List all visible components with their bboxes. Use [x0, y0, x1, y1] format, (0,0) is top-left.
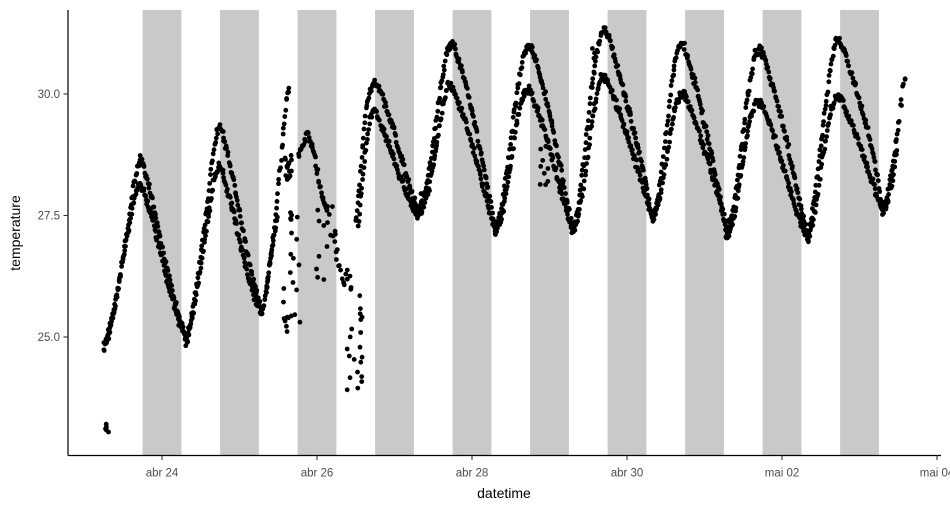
x-tick-label: mai 02 [765, 468, 800, 480]
night-shading-bands [142, 10, 879, 456]
night-band [142, 10, 182, 456]
night-band [452, 10, 492, 456]
x-tick-label: abr 24 [146, 468, 179, 480]
scatter-points [101, 25, 908, 435]
x-axis-title: datetime [477, 485, 531, 501]
x-tick-label: mai 04 [920, 468, 950, 480]
y-tick-label: 27.5 [38, 211, 60, 223]
y-axis-title: temperature [7, 195, 23, 271]
y-axis-ticks: 25.0 27.5 30.0 [38, 89, 68, 344]
night-band [530, 10, 569, 456]
x-tick-label: abr 30 [611, 468, 644, 480]
x-axis-ticks: abr 24 abr 26 abr 28 abr 30 mai 02 mai 04 [146, 455, 950, 480]
axes [67, 10, 941, 457]
night-band [607, 10, 647, 456]
y-tick-label: 25.0 [38, 332, 60, 344]
night-band [375, 10, 414, 456]
night-band [840, 10, 879, 456]
x-tick-label: abr 28 [456, 468, 489, 480]
night-band [297, 10, 337, 456]
y-tick-label: 30.0 [38, 89, 60, 101]
x-tick-label: abr 26 [301, 468, 334, 480]
